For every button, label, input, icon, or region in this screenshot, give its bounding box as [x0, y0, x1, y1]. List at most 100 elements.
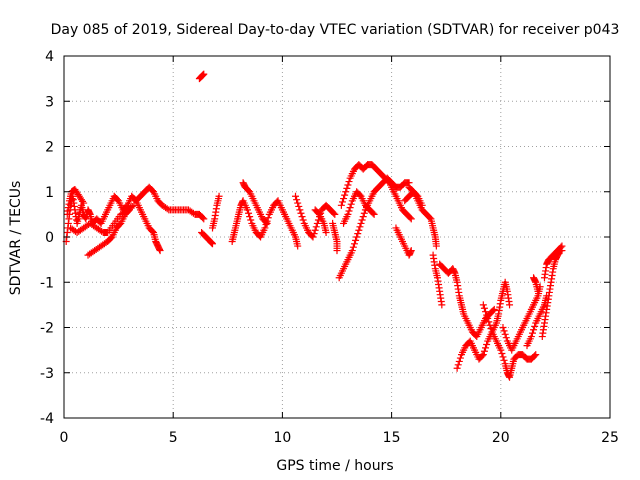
- data-point: [344, 181, 352, 189]
- data-point: [345, 207, 353, 215]
- data-point: [295, 202, 303, 210]
- data-point: [199, 214, 207, 222]
- data-point: [482, 344, 490, 352]
- data-point: [485, 318, 493, 326]
- data-point: [359, 213, 367, 221]
- data-point: [438, 301, 446, 309]
- data-point: [344, 210, 352, 218]
- y-tick-label: 0: [45, 230, 54, 246]
- data-point: [333, 247, 341, 255]
- data-point: [483, 311, 491, 319]
- x-tick-label: 0: [60, 430, 69, 446]
- data-point: [432, 242, 440, 250]
- data-point: [294, 242, 302, 250]
- data-point: [454, 361, 462, 369]
- data-point: [498, 350, 506, 358]
- data-point: [501, 330, 509, 338]
- data-point: [345, 178, 353, 186]
- chart-title: Day 085 of 2019, Sidereal Day-to-day VTE…: [51, 22, 620, 38]
- y-tick-label: -2: [40, 321, 54, 337]
- data-point: [531, 322, 539, 330]
- data-point: [246, 213, 254, 221]
- data-point: [331, 210, 339, 218]
- data-point: [124, 207, 132, 215]
- data-point: [502, 334, 510, 342]
- data-point: [480, 304, 488, 312]
- data-point: [532, 351, 540, 359]
- data-point: [506, 301, 514, 309]
- data-point: [453, 364, 461, 372]
- y-tick-label: 4: [45, 49, 54, 65]
- data-point: [353, 233, 361, 241]
- data-point: [340, 195, 348, 203]
- data-point: [480, 347, 488, 355]
- data-point: [80, 199, 88, 207]
- x-tick-label: 25: [601, 430, 619, 446]
- data-point: [322, 228, 330, 236]
- data-point: [407, 247, 415, 255]
- data-point: [360, 209, 368, 217]
- data-point: [479, 351, 487, 359]
- data-point: [490, 305, 498, 313]
- data-point: [294, 199, 302, 207]
- data-point: [426, 214, 434, 222]
- x-tick-label: 15: [383, 430, 401, 446]
- data-point: [310, 230, 318, 238]
- y-tick-label: -3: [40, 366, 54, 382]
- x-tick-label: 5: [169, 430, 178, 446]
- data-point: [200, 215, 208, 223]
- data-point: [243, 206, 251, 214]
- data-point: [407, 215, 415, 223]
- data-point: [482, 308, 490, 316]
- data-point: [406, 214, 414, 222]
- data-point: [330, 209, 338, 217]
- data-point: [355, 226, 363, 234]
- data-point: [263, 219, 271, 227]
- data-point: [337, 201, 345, 209]
- data-point: [79, 197, 87, 205]
- data-point: [489, 307, 497, 315]
- data-point: [370, 210, 378, 218]
- data-point: [358, 216, 366, 224]
- data-point: [299, 216, 307, 224]
- y-axis-label: SDTVAR / TECUs: [8, 181, 24, 296]
- data-point: [348, 247, 356, 255]
- y-tick-label: 2: [45, 140, 54, 156]
- data-point: [499, 353, 507, 361]
- y-tick-label: -4: [40, 411, 54, 427]
- data-point: [369, 209, 377, 217]
- data-point: [500, 327, 508, 335]
- x-tick-label: 20: [492, 430, 510, 446]
- data-point: [456, 354, 464, 362]
- y-tick-label: -1: [40, 275, 54, 291]
- x-tick-label: 10: [273, 430, 291, 446]
- data-point: [343, 184, 351, 192]
- data-point: [200, 70, 208, 78]
- data-point: [215, 192, 223, 200]
- data-point: [352, 236, 360, 244]
- data-point: [483, 340, 491, 348]
- data-point: [311, 226, 319, 234]
- data-point: [264, 214, 272, 222]
- data-point: [558, 242, 566, 250]
- data-point: [309, 233, 317, 241]
- data-point: [486, 321, 494, 329]
- data-point: [527, 333, 535, 341]
- x-axis-label: GPS time / hours: [276, 458, 393, 474]
- data-point: [312, 223, 320, 231]
- data-point: [338, 198, 346, 206]
- data-points: [62, 70, 566, 381]
- axes: 0 5 10 15 20 25 -4 -3 -2 -1 0 1 2 3 4: [40, 49, 619, 446]
- data-point: [497, 346, 505, 354]
- data-point: [528, 329, 536, 337]
- data-point: [531, 352, 539, 360]
- data-point: [484, 314, 492, 322]
- data-point: [261, 224, 269, 232]
- data-point: [297, 209, 305, 217]
- data-point: [499, 324, 507, 331]
- data-point: [455, 357, 463, 365]
- data-point: [292, 192, 300, 200]
- data-point: [479, 301, 487, 309]
- y-tick-label: 1: [45, 185, 54, 201]
